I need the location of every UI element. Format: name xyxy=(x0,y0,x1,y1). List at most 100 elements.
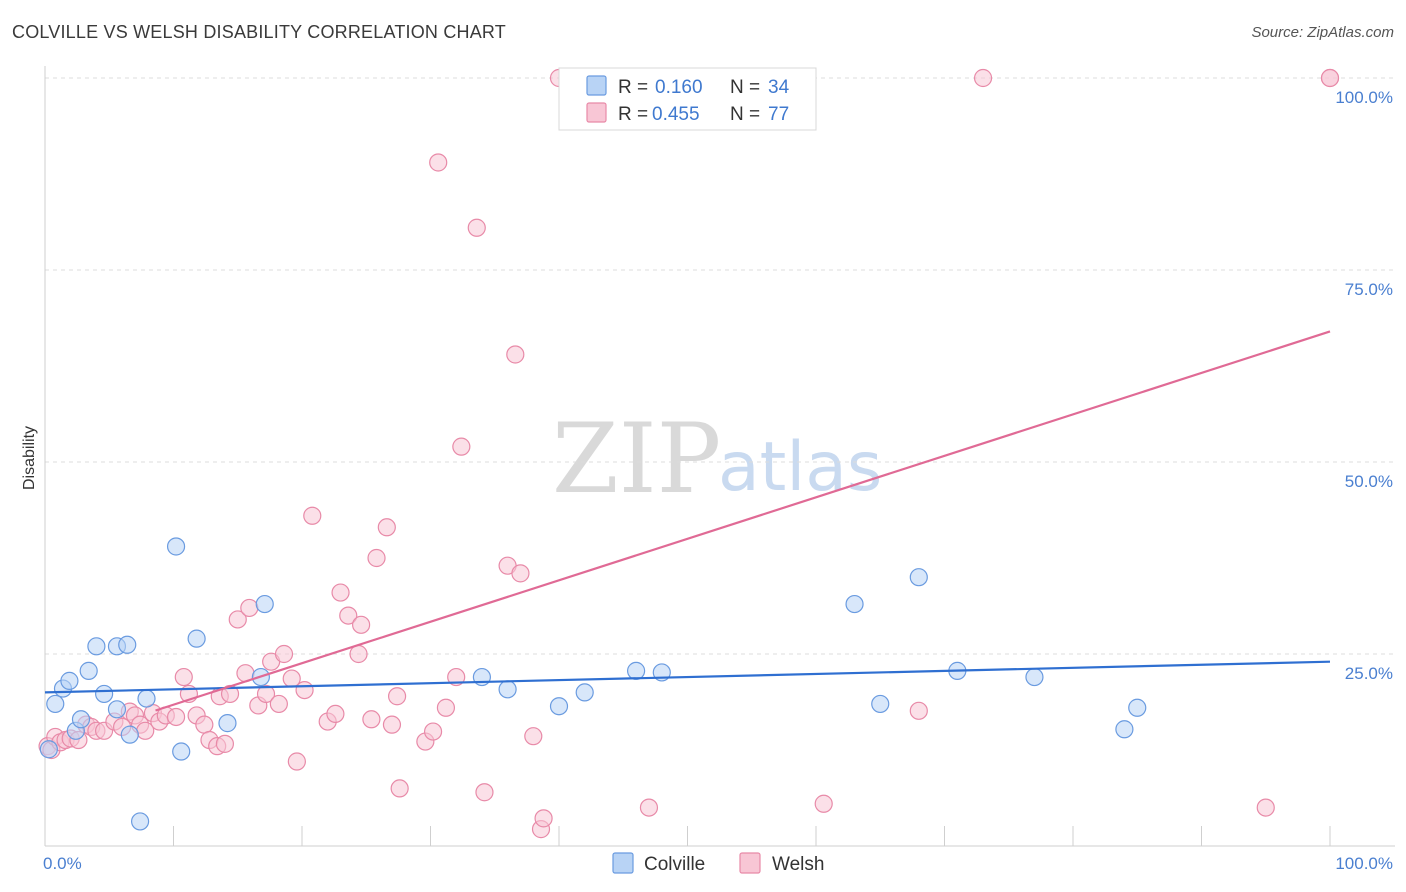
y-tick-label: 75.0% xyxy=(1345,280,1393,299)
welsh-point xyxy=(506,345,525,364)
colville-point xyxy=(71,710,91,729)
welsh-point xyxy=(269,694,288,714)
colville-point xyxy=(845,594,864,614)
welsh-point xyxy=(814,794,833,813)
colville-point xyxy=(498,680,517,699)
legend-swatch-welsh xyxy=(586,102,607,123)
colville-point xyxy=(549,697,569,716)
legend-r-label-colville: R = xyxy=(618,77,648,98)
colville-point xyxy=(172,742,191,761)
welsh-point xyxy=(377,518,396,537)
colville-points xyxy=(39,537,1147,831)
welsh-point xyxy=(228,610,247,629)
colville-point xyxy=(118,635,137,654)
welsh-point xyxy=(524,727,543,746)
chart-title: COLVILLE VS WELSH DISABILITY CORRELATION… xyxy=(12,22,506,42)
welsh-point xyxy=(436,698,456,717)
welsh-point xyxy=(215,734,234,753)
legend-r-value-welsh: 0.455 xyxy=(652,104,700,125)
welsh-point xyxy=(339,606,358,625)
welsh-point xyxy=(909,701,928,720)
welsh-point xyxy=(295,680,314,700)
colville-point xyxy=(626,661,646,680)
bottom-legend-swatch-welsh xyxy=(739,852,761,874)
source-label: Source: ZipAtlas.com xyxy=(1251,24,1394,41)
colville-point xyxy=(137,689,156,708)
x-tick-labels: 0.0% 100.0% xyxy=(43,854,1393,873)
colville-point xyxy=(1115,720,1134,739)
welsh-point xyxy=(1256,798,1275,817)
welsh-point xyxy=(256,684,276,704)
colville-point xyxy=(1025,667,1044,687)
welsh-point xyxy=(475,783,494,802)
welsh-point xyxy=(382,715,402,734)
colville-point xyxy=(575,683,594,702)
colville-point xyxy=(130,812,150,831)
watermark-zip: ZIP xyxy=(552,403,721,515)
y-tick-label: 100.0% xyxy=(1335,88,1393,107)
welsh-point xyxy=(511,564,530,583)
colville-point xyxy=(95,684,114,704)
welsh-point xyxy=(349,644,368,664)
welsh-point xyxy=(1320,68,1340,88)
colville-point xyxy=(87,637,106,656)
legend-n-label-colville: N = xyxy=(730,77,760,98)
welsh-point xyxy=(423,722,443,741)
colville-point xyxy=(218,714,237,733)
y-axis-label: Disability xyxy=(21,426,38,490)
bottom-legend-swatch-colville xyxy=(612,852,634,874)
colville-point xyxy=(39,740,58,759)
colville-point xyxy=(1128,698,1147,717)
colville-point xyxy=(120,725,139,744)
welsh-point xyxy=(303,506,322,525)
colville-point xyxy=(255,594,274,614)
bottom-legend: Colville Welsh xyxy=(612,852,824,875)
trend-lines xyxy=(44,330,1331,712)
grid-lines xyxy=(45,77,1395,655)
welsh-point xyxy=(534,809,553,828)
colville-trend-line xyxy=(44,660,1331,694)
welsh-point xyxy=(362,710,381,729)
welsh-point xyxy=(195,715,214,734)
colville-point xyxy=(107,700,127,719)
legend-n-value-welsh: 77 xyxy=(768,104,789,125)
welsh-point xyxy=(287,752,306,771)
legend-n-value-colville: 34 xyxy=(768,77,790,98)
watermark: ZIP atlas xyxy=(552,403,882,515)
y-tick-label: 25.0% xyxy=(1345,664,1393,683)
welsh-point xyxy=(387,687,407,706)
welsh-point xyxy=(452,437,471,456)
welsh-point xyxy=(390,779,409,798)
colville-point xyxy=(187,629,206,648)
welsh-point xyxy=(240,598,259,618)
colville-point xyxy=(871,694,890,714)
bottom-legend-label-colville: Colville xyxy=(644,854,705,875)
legend: R = 0.160 N = 34 R = 0.455 N = 77 xyxy=(558,67,817,131)
welsh-point xyxy=(973,68,993,88)
watermark-atlas: atlas xyxy=(718,428,882,507)
bottom-legend-label-welsh: Welsh xyxy=(772,854,824,875)
legend-r-label-welsh: R = xyxy=(618,104,648,125)
x-tick-label: 100.0% xyxy=(1335,854,1393,873)
colville-point xyxy=(46,694,65,714)
welsh-point xyxy=(352,615,371,634)
welsh-point xyxy=(326,704,345,724)
welsh-point xyxy=(274,644,294,664)
welsh-point xyxy=(166,707,186,727)
welsh-point xyxy=(174,667,193,687)
colville-point xyxy=(60,671,79,690)
y-tick-label: 50.0% xyxy=(1345,472,1393,491)
axes xyxy=(44,66,1395,847)
y-tick-labels: 25.0% 50.0% 75.0% 100.0% xyxy=(1335,88,1393,683)
legend-swatch-colville xyxy=(586,75,607,96)
legend-n-label-welsh: N = xyxy=(730,104,760,125)
colville-point xyxy=(166,537,186,556)
welsh-point xyxy=(331,583,350,602)
welsh-point xyxy=(639,798,659,817)
colville-point xyxy=(79,661,98,680)
welsh-point xyxy=(367,548,386,568)
welsh-point xyxy=(429,153,448,172)
welsh-trend-line xyxy=(155,330,1331,712)
welsh-point xyxy=(447,667,466,687)
